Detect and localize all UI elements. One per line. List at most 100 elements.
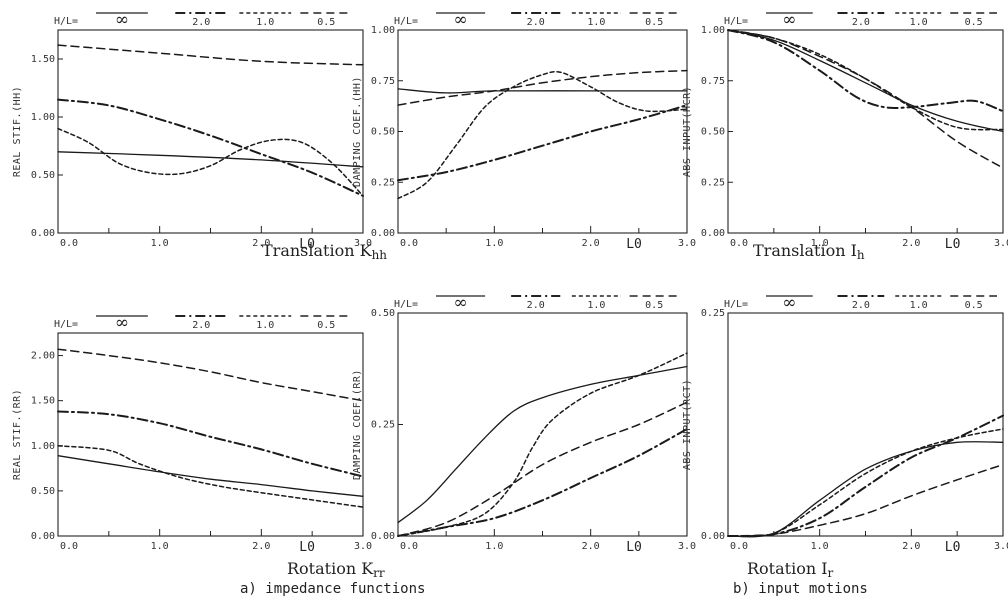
p6-l0-label: L0 [945, 540, 961, 555]
p2-series-line [397, 70, 688, 200]
p4-l0-label: L0 [299, 540, 315, 555]
p3-plot-frame [727, 29, 1004, 234]
p3-x-tick-label: 3.0 [994, 238, 1008, 249]
p2-legend-label: 1.0 [587, 17, 605, 28]
p4-series-line [57, 455, 364, 497]
p5-l0-label: L0 [626, 540, 642, 555]
p2-legend-prefix: H/L= [394, 16, 418, 27]
p2-y-tick-label: 0.25 [371, 177, 395, 188]
p2-y-tick-label: 0.75 [371, 76, 395, 87]
p6-x-tick-label: 3.0 [994, 541, 1008, 552]
p5-legend-prefix: H/L= [394, 299, 418, 310]
p3-y-tick-label: 1.00 [701, 25, 725, 36]
p6-legend-prefix: H/L= [724, 299, 748, 310]
p2-plot-frame [397, 29, 688, 234]
p3-series-line [727, 29, 1004, 169]
p3-legend-label: 2.0 [852, 17, 870, 28]
p4-series-line [57, 445, 364, 508]
p6-x-tick-label: 0.0 [730, 541, 748, 552]
p1-l0-label: L0 [299, 237, 315, 252]
p1-series-line [57, 98, 364, 197]
p6-series-line [727, 428, 1004, 538]
p1-legend-prefix: H/L= [54, 16, 78, 27]
p2-y-tick-label: 0.00 [371, 228, 395, 239]
p1-legend-label: 0.5 [317, 17, 335, 28]
p4-legend-label: ∞ [115, 313, 129, 333]
p1-x-tick-label: 2.0 [252, 238, 270, 249]
p1-series-line [57, 127, 364, 197]
p2-legend-label: 0.5 [645, 17, 663, 28]
p2-l0-label: L0 [626, 237, 642, 252]
p2-legend-label: 2.0 [527, 17, 545, 28]
p5-y-tick-label: 0.00 [371, 531, 395, 542]
p1-y-tick-label: 1.00 [31, 112, 55, 123]
p2-series-line [397, 69, 688, 106]
p3-x-tick-label: 2.0 [902, 238, 920, 249]
p1-legend-label: 2.0 [192, 17, 210, 28]
p4-y-tick-label: 2.00 [31, 351, 55, 362]
p5-legend-label: 2.0 [527, 300, 545, 311]
p4-x-tick-label: 1.0 [151, 541, 169, 552]
p3-series-line [727, 29, 1004, 113]
p2-y-axis-label: DAMPING COEF.(HH) [352, 76, 363, 187]
p1-y-axis-label: REAL STIF.(HH) [12, 86, 23, 177]
p2-x-tick-label: 2.0 [582, 238, 600, 249]
p5-legend-label: ∞ [453, 293, 467, 313]
p6-series-line [727, 441, 1004, 538]
p2-x-tick-label: 3.0 [678, 238, 696, 249]
p5-y-tick-label: 0.50 [371, 308, 395, 319]
caption-impedance-functions: a) impedance functions [240, 581, 426, 597]
p3-y-tick-label: 0.25 [701, 177, 725, 188]
p1-legend-label: ∞ [115, 10, 129, 30]
p4-x-tick-label: 0.0 [60, 541, 78, 552]
p6-y-tick-label: 0.25 [701, 308, 725, 319]
p3-x-tick-label: 1.0 [811, 238, 829, 249]
p5-plot-frame [397, 312, 688, 537]
p5-x-tick-label: 2.0 [582, 541, 600, 552]
p6-x-tick-label: 1.0 [811, 541, 829, 552]
p4-legend-label: 0.5 [317, 320, 335, 331]
p2-x-tick-label: 1.0 [485, 238, 503, 249]
p1-y-tick-label: 1.50 [31, 54, 55, 65]
p6-y-axis-label: ABS INPUT(RCT) [682, 379, 693, 470]
p5-series-line [397, 401, 688, 537]
p6-legend-label: 0.5 [965, 300, 983, 311]
p4-legend-label: 1.0 [256, 320, 274, 331]
p5-series-line [397, 365, 688, 524]
p3-series-line [727, 29, 1004, 133]
p4-y-tick-label: 0.50 [31, 486, 55, 497]
caption-rotation-ir: Rotation Ir [747, 559, 834, 580]
p3-legend-label: 0.5 [965, 17, 983, 28]
p4-x-tick-label: 2.0 [252, 541, 270, 552]
p4-y-axis-label: REAL STIF.(RR) [12, 389, 23, 480]
p2-x-tick-label: 0.0 [400, 238, 418, 249]
p6-series-line [727, 414, 1004, 538]
p4-legend-prefix: H/L= [54, 319, 78, 330]
p3-y-tick-label: 0.00 [701, 228, 725, 239]
caption-rotation-krr: Rotation Krr [287, 559, 385, 580]
p2-series-line [397, 104, 688, 182]
p2-y-tick-label: 0.50 [371, 127, 395, 138]
p4-y-tick-label: 1.50 [31, 396, 55, 407]
p1-plot-frame [57, 29, 364, 234]
caption-translation-ih: Translation Ih [753, 241, 865, 262]
p1-legend-label: 1.0 [256, 17, 274, 28]
p3-legend-prefix: H/L= [724, 16, 748, 27]
p6-plot-frame [727, 312, 1004, 537]
p3-l0-label: L0 [945, 237, 961, 252]
p4-series-line [57, 410, 364, 478]
p3-legend-label: 1.0 [910, 17, 928, 28]
p3-y-tick-label: 0.50 [701, 127, 725, 138]
p5-x-tick-label: 0.0 [400, 541, 418, 552]
p5-legend-label: 1.0 [587, 300, 605, 311]
p1-x-tick-label: 3.0 [354, 238, 372, 249]
p6-legend-label: ∞ [782, 293, 796, 313]
p6-legend-label: 2.0 [852, 300, 870, 311]
p1-series-line [57, 44, 364, 66]
p2-y-tick-label: 1.00 [371, 25, 395, 36]
p5-x-tick-label: 1.0 [485, 541, 503, 552]
p4-legend-label: 2.0 [192, 320, 210, 331]
caption-translation-khh: Translation Khh [262, 241, 388, 262]
p1-y-tick-label: 0.50 [31, 170, 55, 181]
